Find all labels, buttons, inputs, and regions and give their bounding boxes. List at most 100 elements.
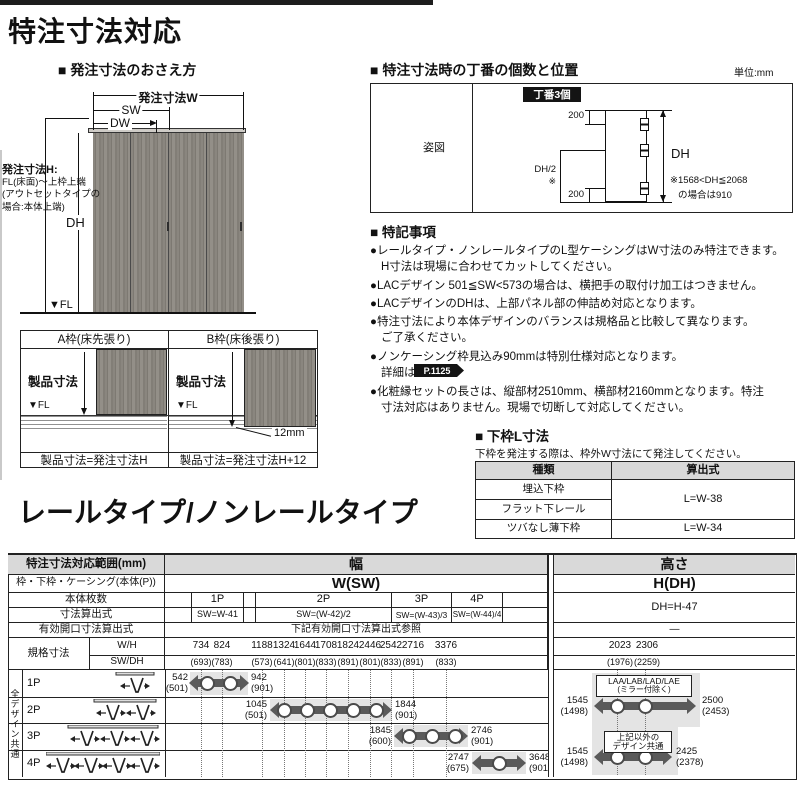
h-note-line: FL(床面)～上枠上端 [2, 176, 86, 188]
frame-sections-box [20, 330, 318, 468]
row-label-3p: 3P [27, 730, 41, 742]
range-max-dh: (2378) [676, 756, 704, 768]
dim-tick [93, 92, 94, 99]
frame-box-divider [168, 330, 169, 468]
row-label-1p: 1P [27, 677, 41, 689]
door-panel [207, 133, 244, 312]
dim-witness [156, 120, 157, 133]
size-value: 3376 [434, 640, 458, 652]
dim-witness [243, 96, 244, 130]
range-min-value: 1545 [566, 746, 588, 757]
fold-diagram-1p [115, 672, 155, 693]
size-value: 2542 [379, 640, 403, 652]
spec-width-sizes: 734 824 1188 1324 1644 1708 1824 2446 25… [165, 638, 548, 656]
dim-arrow [150, 120, 157, 126]
spec-wh-label: W/H [90, 638, 165, 656]
spec-gap-cell [503, 593, 548, 608]
size-value: 2716 [401, 640, 425, 652]
product-dim-label-b: 製品寸法 [176, 375, 227, 389]
frame-box-line [20, 452, 318, 453]
range-bar [602, 753, 664, 761]
spec-width-header: 幅 [165, 555, 548, 575]
spec-gap-cell [244, 608, 256, 623]
dim-tick [585, 188, 605, 189]
spec-width-sw: (693) (783) (573) (641) (801) (833) (891… [165, 656, 548, 670]
sill-formula-3: L=W-34 [683, 522, 723, 535]
frame-a-title: A枠(床先張り) [57, 334, 131, 346]
spec-p4-header: 4P [452, 593, 503, 608]
size-value: 2446 [358, 640, 382, 652]
sw-value: (801) [294, 656, 316, 667]
sw-value: (891) [402, 656, 424, 667]
dim-label-dh2: DH [671, 146, 690, 161]
range-arrow [472, 755, 481, 771]
spec-swdh-label: SW/DH [90, 656, 165, 670]
range-min-value: 1845 [369, 725, 391, 736]
standard-size-marker [448, 729, 463, 744]
grid-dotline [305, 670, 306, 777]
sill-table: 種類 算出式 埋込下枠 フラット下レール ツバなし薄下枠 L=W-38 L=W-… [475, 461, 795, 539]
sill-col-formula: 算出式 [612, 462, 794, 480]
note-line: 寸法対応はありません。現場で切断して対応してください。 [381, 402, 691, 414]
range-arrow [270, 702, 279, 718]
range-max-value: 2500 [702, 695, 724, 706]
range-max-value: 3648 [529, 752, 551, 763]
spec-hdh: H(DH) [554, 575, 795, 593]
standard-size-marker [610, 699, 625, 714]
sw-value: (641) [273, 656, 295, 667]
note-line: ●LACデザインのDHは、上部パネル部の伸詰め対応となります。 [370, 298, 702, 310]
range-max-sw: (901) [251, 682, 274, 694]
range-max-dh: (2453) [702, 705, 730, 717]
range-max-sw: (901) [395, 709, 418, 721]
notes-heading: ■ 特記事項 [370, 225, 436, 240]
range-min-sw: (600) [368, 735, 391, 747]
spec-p2-header: 2P [256, 593, 392, 608]
standard-size-marker [369, 703, 384, 718]
dim-arrow [81, 408, 87, 415]
door-panel [93, 133, 130, 312]
sill-formula-12: L=W-38 [612, 480, 794, 520]
dim-tick [560, 150, 605, 151]
spec-standard-label: 規格寸法 [8, 638, 90, 670]
sw-value: (833) [315, 656, 337, 667]
tag-line: デザイン共通 [612, 741, 664, 751]
sw-value: (801) [359, 656, 381, 667]
range-min-value: 2747 [447, 752, 469, 763]
spec-grid-line [8, 750, 548, 751]
range-min-dh: (1498) [560, 705, 588, 717]
sw-value: (693) [190, 656, 212, 667]
standard-size-marker [638, 699, 653, 714]
page-left-rule [0, 150, 2, 480]
spec-formula-label: 寸法算出式 [8, 608, 165, 623]
spec-height-header: 高さ [554, 555, 795, 575]
dim-tick [589, 110, 590, 124]
dim-tick [585, 124, 605, 125]
spec-wsw: W(SW) [165, 575, 548, 593]
range-bar [197, 679, 241, 687]
note-line: ●化粧縁セットの長さは、縦部材2510mm、横部材2160mmとなります。特注 [370, 386, 764, 398]
dim-label-sw: SW [119, 103, 143, 117]
range-max-sw: (901) [529, 762, 552, 774]
spec-opening-none: — [554, 623, 795, 638]
range-min-3p: 1845 (600) [362, 725, 391, 747]
grid-dotline [370, 670, 371, 777]
spec-f3: SW=(W-43)/3 [392, 608, 452, 623]
fl-label-b: ▼FL [176, 400, 198, 411]
hinge-section-heading: ■ 特注寸法時の丁番の個数と位置 [370, 62, 579, 78]
door-panel [169, 133, 206, 312]
spec-p1-header: 1P [192, 593, 244, 608]
spec-opening-label: 有効開口寸法算出式 [8, 623, 165, 638]
spec-dh-formula: DH=H-47 [554, 593, 795, 623]
frame-b-formula: 製品寸法=発注寸法H+12 [179, 455, 307, 467]
spec-frame-label: 枠・下枠・ケーシング(本体(P)) [8, 575, 165, 593]
spec-opening-ref: 下記有効開口寸法算出式参照 [165, 623, 548, 638]
row-label-4p: 4P [27, 757, 41, 769]
dim-label-dw: DW [108, 116, 132, 130]
hinge-count-badge: 丁番3個 [523, 87, 581, 102]
h-note-title: 発注寸法H: [2, 164, 58, 176]
dim-dh-half: DH/2 [534, 164, 556, 175]
range-min-value: 1545 [566, 695, 588, 706]
height-design-tag-2: 上記以外の デザイン共通 [604, 731, 672, 753]
hinge-box-divider [472, 83, 473, 213]
standard-size-marker [425, 729, 440, 744]
